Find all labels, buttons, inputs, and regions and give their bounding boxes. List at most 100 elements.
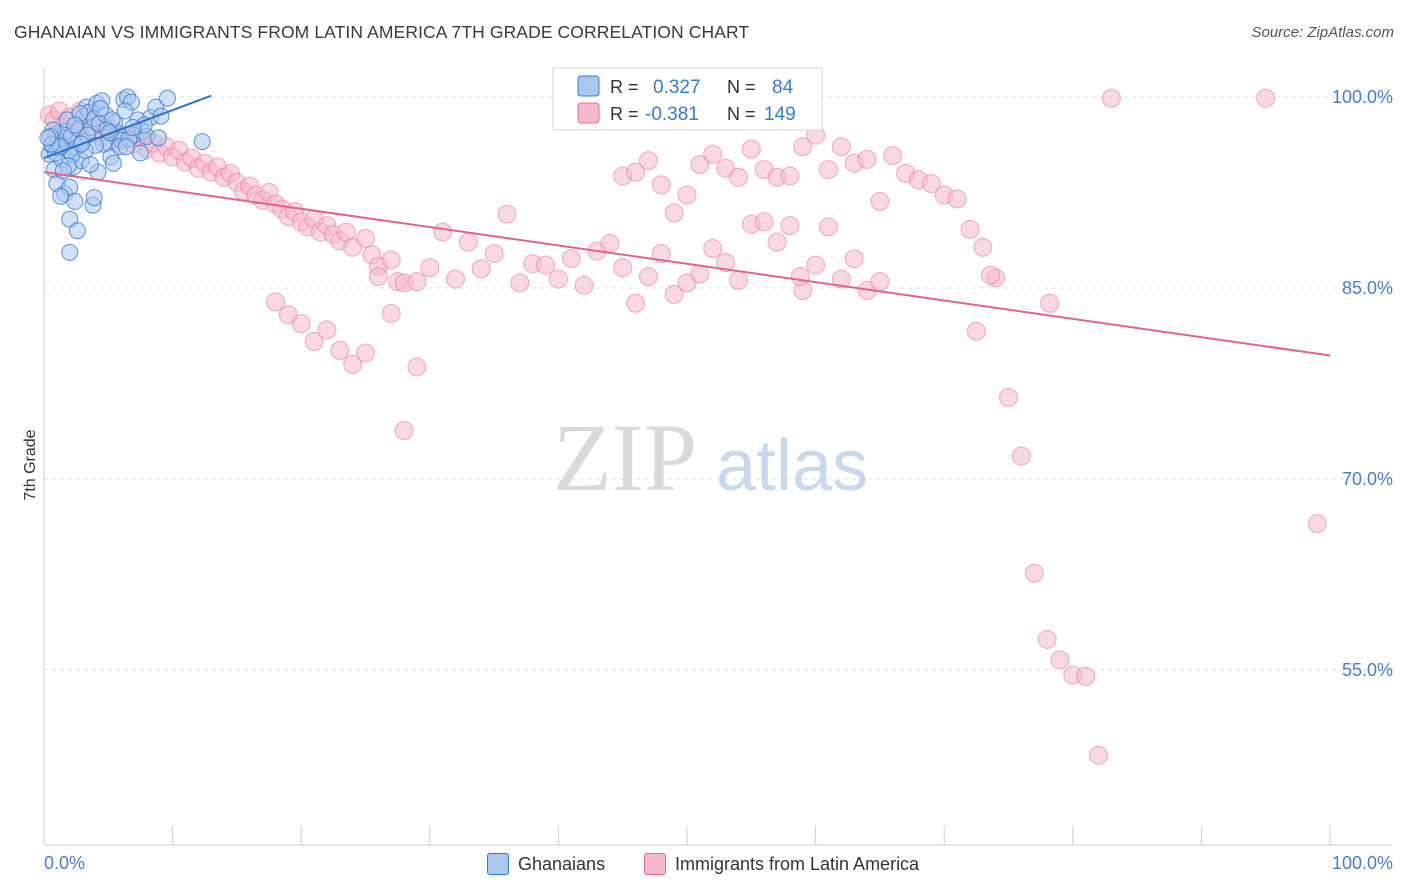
latin-america-point [1076,666,1096,686]
latin-america-point [1089,745,1109,765]
latin-america-point [1101,88,1121,108]
legend-item-ghanaians[interactable]: Ghanaians [487,853,605,875]
stats-legend: R = 0.327 N = 84 R = -0.381 N = 149 [552,67,823,131]
latin-america-point [1256,88,1276,108]
legend-label-ghanaians: Ghanaians [518,853,606,874]
latin-america-point [394,421,414,441]
ghanaian-point [131,144,149,162]
latin-america-point [304,331,324,351]
ghanaian-point [66,116,84,134]
ghanaian-point [92,99,110,117]
y-tick-label: 70.0% [1342,469,1393,489]
watermark: ZIP atlas [553,404,868,511]
latin-america-point [780,216,800,236]
y-tick-label: 55.0% [1342,660,1393,680]
latin-america-point [966,321,986,341]
ghanaian-point [104,154,122,172]
latin-america-point [1050,650,1070,670]
latin-america-point [356,343,375,363]
latin-america-point [870,191,890,211]
latin-america-point [356,228,375,248]
latin-america-point [574,275,594,295]
trend-line-ghanaians [43,94,212,160]
latin-america-point [883,146,903,166]
ghanaian-point [61,243,79,261]
legend-swatch-ghanaians [577,75,600,97]
y-tick-labels: 100.0% 85.0% 70.0% 55.0% [1332,87,1393,680]
latin-america-point [980,265,1000,285]
ghanaian-point [149,129,167,147]
latin-america-point [664,203,684,223]
ghanaian-point [116,102,134,120]
x-tick-label: 100.0% [1332,853,1393,873]
latin-america-point [600,233,620,253]
x-tick-labels: 0.0% 100.0% [44,853,1393,873]
latin-america-point [317,320,337,340]
latin-america-point [536,255,556,275]
watermark-zip: ZIP [553,404,697,511]
ghanaian-point [39,129,57,147]
ghanaian-point [68,222,86,240]
latin-america-point [484,244,504,264]
legend-r-label: R = [610,77,639,97]
y-tick-label: 85.0% [1342,278,1393,298]
latin-america-point [381,250,401,270]
latin-america-point [728,167,748,187]
ghanaian-point [117,138,135,156]
latin-america-point [793,137,813,157]
latin-america-point [921,174,941,194]
trend-line-latin-america [43,171,1331,357]
latin-america-point [471,259,491,279]
latin-america-point [1307,514,1327,534]
ghanaian-point [158,89,176,107]
latin-america-point [690,264,710,284]
legend-label-latin-america: Immigrants from Latin America [675,853,920,874]
y-axis-label: 7th Grade [22,429,39,500]
latin-america-point [613,258,633,278]
latin-america-point [343,354,363,374]
legend-swatch-latin-america [644,853,666,875]
latin-america-point [677,185,697,205]
legend-n-value-ghanaians: 84 [772,77,794,98]
series-latin-america-points [39,88,1327,765]
latin-america-point [265,292,285,312]
latin-america-point [844,249,864,269]
latin-america-point [806,255,826,275]
latin-america-point [420,258,440,278]
latin-america-point [818,217,838,237]
latin-america-point [510,273,530,293]
latin-america-point [767,232,787,252]
legend-r-value-ghanaians: 0.327 [653,77,701,98]
ghanaian-point [85,189,103,207]
legend-r-value-latin-america: -0.381 [645,104,699,125]
latin-america-point [651,175,671,195]
ghanaian-point [52,187,70,205]
legend-item-latin-america[interactable]: Immigrants from Latin America [644,853,919,875]
latin-america-point [497,204,517,224]
latin-america-point [626,162,646,182]
legend-n-label: N = [727,77,756,97]
latin-america-point [947,189,967,209]
latin-america-point [703,239,723,259]
latin-america-point [831,137,851,157]
latin-america-point [458,232,478,252]
latin-america-point [754,212,774,232]
latin-america-point [703,144,723,164]
latin-america-point [291,314,311,334]
x-tick-label: 0.0% [44,853,85,873]
latin-america-point [638,267,658,287]
source-label[interactable]: Source: ZipAtlas.com [1251,24,1394,41]
ghanaian-point [66,192,84,210]
latin-america-point [999,388,1018,408]
latin-america-point [548,269,568,289]
watermark-atlas: atlas [716,426,868,506]
legend-swatch-latin-america [577,102,600,124]
legend-n-value-latin-america: 149 [764,104,796,125]
latin-america-point [790,267,810,287]
latin-america-point [831,269,851,289]
latin-america-point [690,154,710,174]
latin-america-point [651,244,671,264]
y-tick-label: 100.0% [1332,87,1393,107]
latin-america-point [330,340,350,360]
